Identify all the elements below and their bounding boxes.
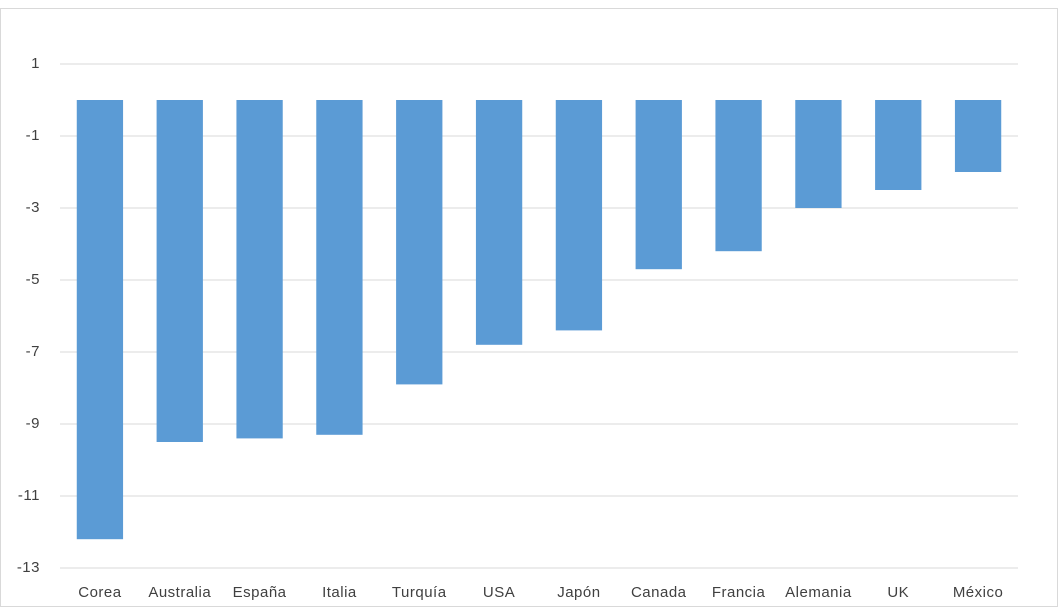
bar <box>316 100 363 435</box>
x-tick-label: Canada <box>631 584 687 601</box>
x-tick-label: Australia <box>148 584 211 601</box>
x-tick-label: USA <box>483 584 515 601</box>
bar <box>475 100 523 345</box>
y-tick-label: -11 <box>18 487 40 504</box>
y-tick-label: 1 <box>31 55 40 72</box>
x-tick-label: Corea <box>78 584 122 601</box>
x-tick-label: España <box>233 584 287 601</box>
bar <box>236 100 283 439</box>
bar <box>156 100 203 442</box>
x-tick-label: Japón <box>557 584 600 601</box>
x-tick-label: Italia <box>322 584 357 601</box>
y-tick-label: -1 <box>26 127 40 144</box>
x-tick-label: Alemania <box>785 584 852 601</box>
bar <box>396 100 443 385</box>
bar <box>76 100 124 540</box>
bar <box>795 100 842 208</box>
y-tick-label: -7 <box>26 343 40 360</box>
y-tick-label: -3 <box>26 199 40 216</box>
bar <box>635 100 682 270</box>
x-tick-label: Francia <box>712 584 766 601</box>
bar <box>715 100 762 252</box>
y-tick-label: -5 <box>26 271 40 288</box>
x-tick-label: México <box>953 584 1004 601</box>
x-tick-label: Turquía <box>392 584 447 601</box>
x-tick-label: UK <box>887 584 909 601</box>
bar <box>954 100 1002 172</box>
y-tick-label: -9 <box>26 415 40 432</box>
y-tick-label: -13 <box>17 559 40 576</box>
bar <box>875 100 922 190</box>
bar <box>555 100 603 331</box>
